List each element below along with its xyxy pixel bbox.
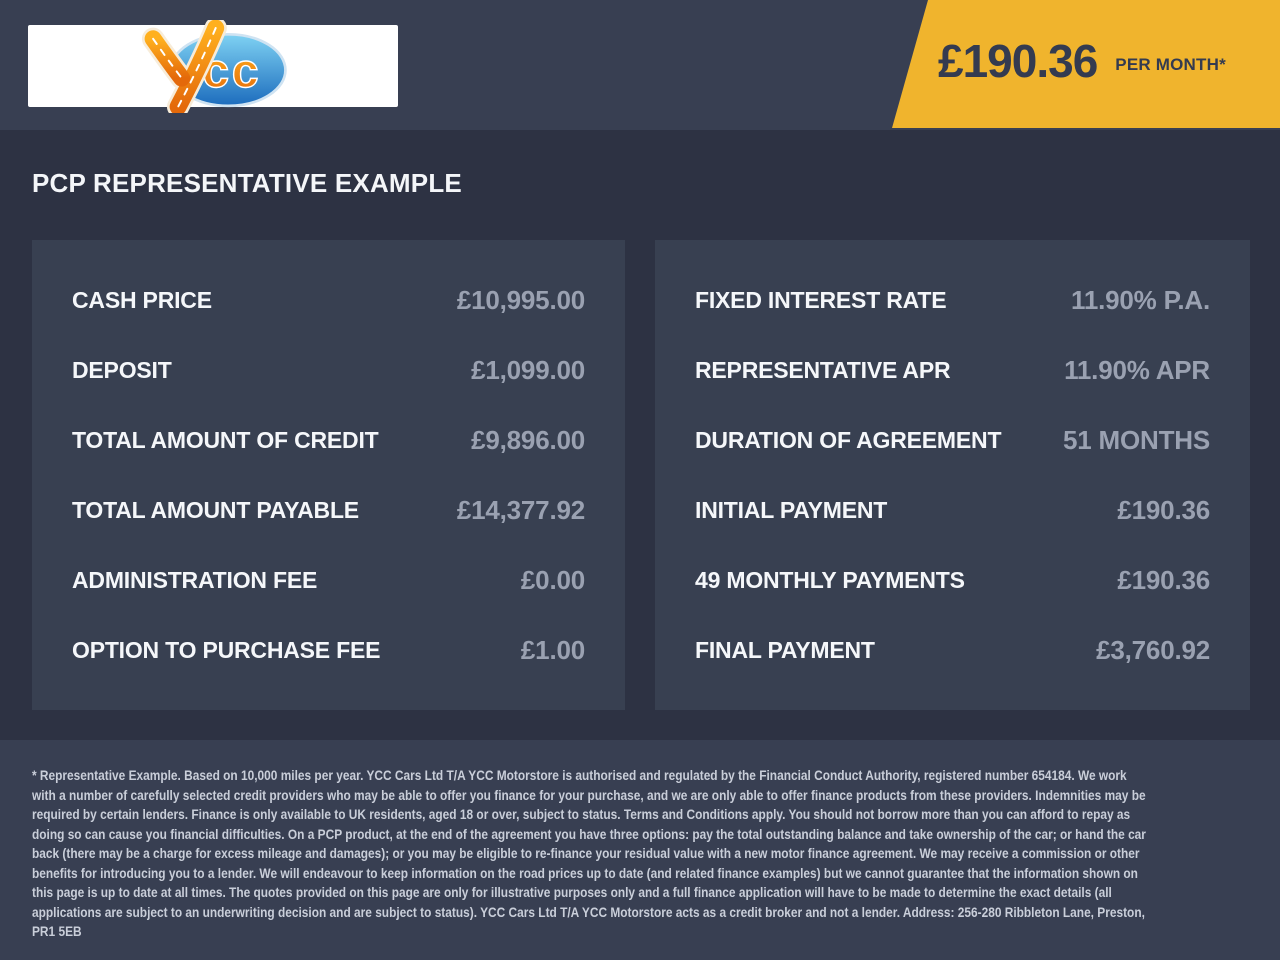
row-admin-fee: ADMINISTRATION FEE £0.00 [72,545,585,615]
finance-label: REPRESENTATIVE APR [695,356,951,383]
ycc-logo-icon: cc [141,19,287,113]
finance-label: DEPOSIT [72,356,172,383]
logo-y-road-shape [141,19,227,113]
finance-value: £190.36 [1117,494,1210,525]
row-option-to-purchase-fee: OPTION TO PURCHASE FEE £1.00 [72,615,585,685]
page-title: PCP REPRESENTATIVE EXAMPLE [32,168,462,198]
finance-label: DURATION OF AGREEMENT [695,426,1002,453]
finance-value: 11.90% P.A. [1071,284,1210,315]
row-duration: DURATION OF AGREEMENT 51 MONTHS [695,405,1210,475]
footer-band: * Representative Example. Based on 10,00… [0,740,1280,960]
row-cash-price: CASH PRICE £10,995.00 [72,265,585,335]
finance-label: ADMINISTRATION FEE [72,566,318,593]
ycc-logo: cc [28,19,398,113]
finance-label: FINAL PAYMENT [695,636,875,663]
finance-label: CASH PRICE [72,286,212,313]
representative-example-disclaimer: * Representative Example. Based on 10,00… [32,767,1146,939]
finance-value: £1.00 [520,634,585,665]
finance-value: £14,377.92 [456,494,585,525]
finance-label: TOTAL AMOUNT PAYABLE [72,496,359,523]
monthly-price-period: PER MONTH* [1115,55,1226,74]
finance-value: £0.00 [520,564,585,595]
finance-value: £9,896.00 [471,424,585,455]
monthly-price: £190.36 [938,35,1098,87]
finance-panel-left: CASH PRICE £10,995.00 DEPOSIT £1,099.00 … [32,240,625,710]
finance-panel-right: FIXED INTEREST RATE 11.90% P.A. REPRESEN… [655,240,1250,710]
finance-label: TOTAL AMOUNT OF CREDIT [72,426,379,453]
header-band: cc £190.36 PER MONTH* [0,0,1280,130]
finance-value: 51 MONTHS [1062,424,1210,455]
row-representative-apr: REPRESENTATIVE APR 11.90% APR [695,335,1210,405]
finance-value: £10,995.00 [456,284,585,315]
row-final-payment: FINAL PAYMENT £3,760.92 [695,615,1210,685]
row-deposit: DEPOSIT £1,099.00 [72,335,585,405]
finance-value: £190.36 [1117,564,1210,595]
finance-value: £3,760.92 [1096,634,1210,665]
row-fixed-interest-rate: FIXED INTEREST RATE 11.90% P.A. [695,265,1210,335]
finance-label: FIXED INTEREST RATE [695,286,947,313]
finance-label: INITIAL PAYMENT [695,496,888,523]
finance-label: OPTION TO PURCHASE FEE [72,636,381,663]
row-total-credit: TOTAL AMOUNT OF CREDIT £9,896.00 [72,405,585,475]
row-initial-payment: INITIAL PAYMENT £190.36 [695,475,1210,545]
finance-label: 49 MONTHLY PAYMENTS [695,566,965,593]
row-total-payable: TOTAL AMOUNT PAYABLE £14,377.92 [72,475,585,545]
finance-value: £1,099.00 [471,354,585,385]
price-banner: £190.36 PER MONTH* [892,0,1280,128]
finance-value: 11.90% APR [1064,354,1210,385]
row-monthly-payments: 49 MONTHLY PAYMENTS £190.36 [695,545,1210,615]
